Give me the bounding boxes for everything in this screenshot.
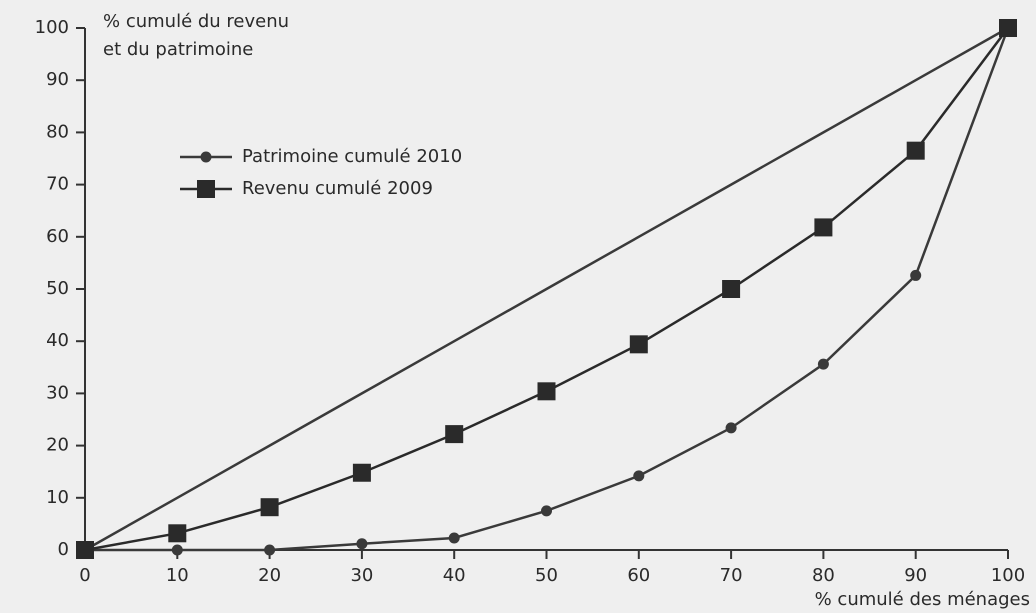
x-axis-label: % cumulé des ménages [815,589,1030,610]
point [629,335,648,354]
point [168,524,187,543]
point [817,358,829,370]
x-tick-label: 100 [991,565,1025,586]
y-axis-label: et du patrimoine [103,39,253,60]
point [356,538,368,550]
y-tick-label: 100 [35,17,69,38]
y-tick-label: 40 [46,330,69,351]
x-tick-label: 70 [720,565,743,586]
series-line [84,26,1009,552]
y-axis-label: % cumulé du revenu [103,11,289,32]
x-tick-label: 20 [258,565,281,586]
point [260,498,279,517]
x-tick-label: 80 [812,565,835,586]
y-tick-label: 90 [46,69,69,90]
x-tick-label: 50 [535,565,558,586]
point [910,269,922,281]
point [445,425,464,444]
y-tick-label: 10 [46,487,69,508]
x-tick-label: 90 [904,565,927,586]
legend-marker [200,151,212,163]
legend-label: Patrimoine cumulé 2010 [242,146,462,167]
x-tick-label: 30 [350,565,373,586]
x-tick-label: 40 [443,565,466,586]
y-tick-label: 50 [46,278,69,299]
point [448,532,460,544]
point [722,280,741,298]
point [725,422,737,434]
y-tick-label: 60 [46,226,69,247]
point [537,382,556,401]
legend-marker [197,180,215,198]
point [76,541,94,559]
point [814,218,833,237]
point [999,19,1017,37]
point [352,463,371,482]
point [633,470,645,482]
y-tick-label: 0 [58,539,69,560]
y-tick-label: 30 [46,382,69,403]
point [171,544,183,556]
x-tick-label: 60 [627,565,650,586]
point [541,505,552,517]
x-tick-label: 10 [166,565,189,586]
y-tick-label: 70 [46,174,69,195]
x-tick-label: 0 [79,565,90,586]
point [906,141,925,160]
y-tick-label: 20 [46,435,69,456]
y-tick-label: 80 [46,121,69,142]
legend-label: Revenu cumulé 2009 [242,178,433,199]
point [264,544,276,556]
